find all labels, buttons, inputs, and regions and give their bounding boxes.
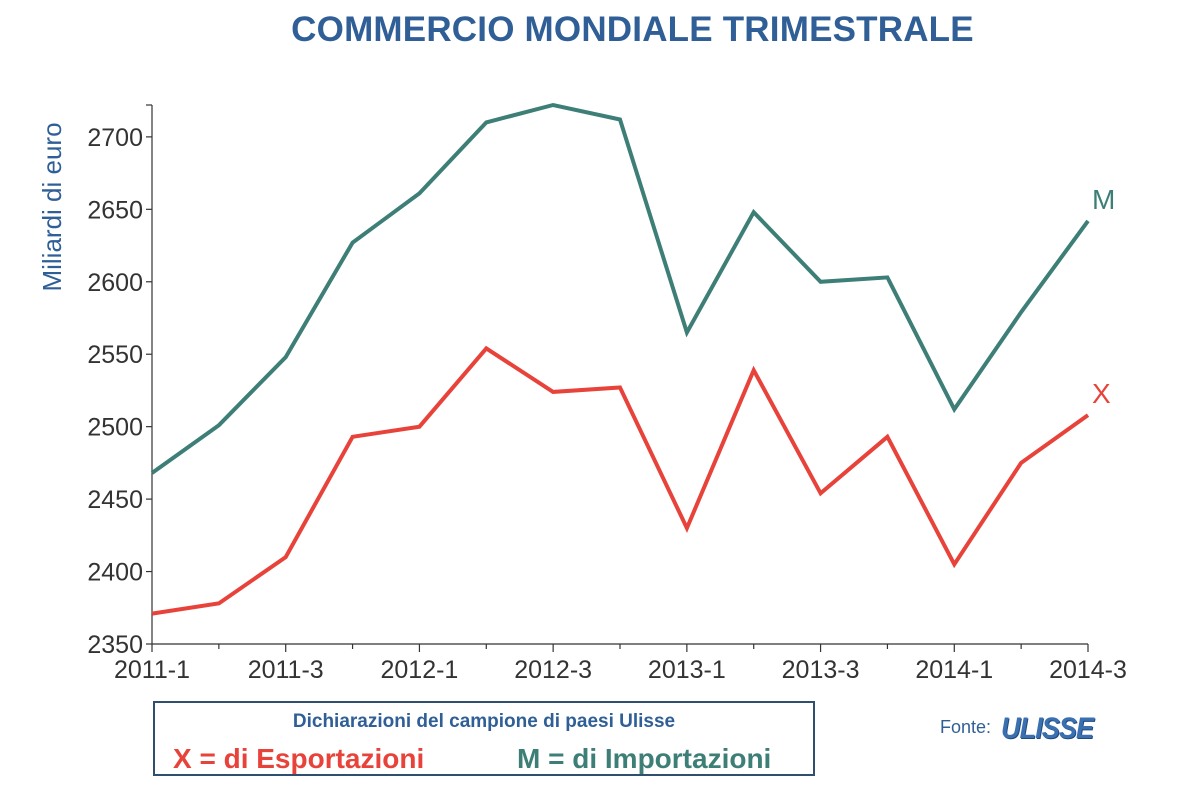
series-line-x	[151, 345, 1090, 616]
series-lines	[150, 102, 1090, 616]
series-line-m	[150, 102, 1090, 475]
x-tick-label: 2013-3	[782, 656, 860, 684]
legend-title: Dichiarazioni del campione di paesi Ulis…	[292, 711, 676, 732]
y-tick-label: 2700	[87, 124, 143, 152]
x-tick-label: 2011-3	[248, 656, 324, 684]
y-tick-label: 2500	[87, 414, 143, 442]
series-end-labels: MX	[1092, 184, 1115, 409]
y-tick-label: 2600	[87, 269, 143, 297]
series-label-x: X	[1092, 378, 1111, 409]
x-tick-label: 2012-1	[380, 656, 458, 684]
y-tick-label: 2550	[87, 341, 143, 369]
y-tick-label: 2400	[87, 559, 143, 587]
source-label: Fonte:	[940, 717, 992, 737]
y-tick-label: 2350	[87, 631, 143, 659]
legend-exports: X = di Esportazioni	[173, 743, 425, 774]
x-tick-label: 2014-3	[1049, 656, 1127, 684]
y-tick-label: 2650	[87, 196, 143, 224]
ulisse-logo: ULISSE	[1001, 712, 1094, 745]
axes: 2350 2400 2450 2500 2550 2600 2650 2700 2011-1 20…	[87, 104, 1127, 684]
series-label-m: M	[1092, 184, 1115, 215]
x-tick-label: 2013-1	[648, 656, 726, 684]
x-tick-label: 2011-1	[114, 656, 190, 684]
x-tick-label: 2012-3	[514, 656, 592, 684]
line-chart: 2350 2400 2450 2500 2550 2600 2650 2700 2011-1 20…	[37, 102, 1127, 684]
y-axis-label: Miliardi di euro	[37, 122, 67, 291]
x-tick-label: 2014-1	[915, 656, 993, 684]
chart-title: COMMERCIO MONDIALE TRIMESTRALE	[291, 10, 974, 49]
legend-box: Dichiarazioni del campione di paesi Ulis…	[153, 701, 815, 776]
y-tick-label: 2450	[87, 486, 143, 514]
legend-imports: M = di Importazioni	[517, 743, 772, 774]
